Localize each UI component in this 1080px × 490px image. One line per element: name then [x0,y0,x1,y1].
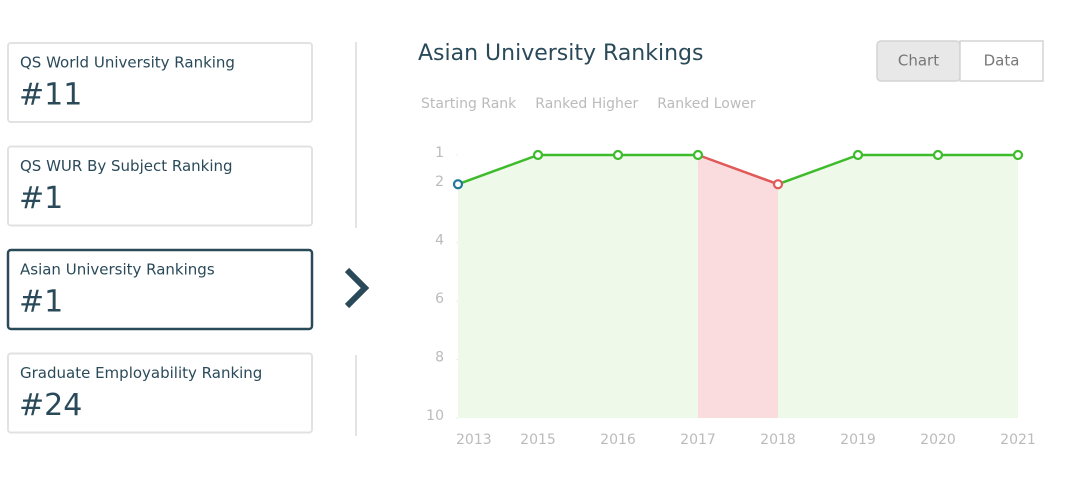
x-tick-label: 2013 [456,432,492,448]
card-label: Asian University Rankings [20,261,215,279]
y-tick-label: 4 [435,233,444,249]
area [458,155,538,418]
data-point[interactable] [852,149,864,161]
data-point[interactable] [932,149,944,161]
card-label: Graduate Employability Ranking [20,364,262,382]
card-value: #24 [19,388,82,423]
legend-label: Starting Rank [421,96,517,112]
card-value: #11 [19,78,82,113]
legend-label: Ranked Lower [657,96,756,112]
data-point[interactable] [772,179,784,190]
area [698,155,778,418]
data-point[interactable] [612,149,624,161]
x-tick-label: 2019 [840,432,876,448]
line-segment [457,153,539,186]
data-point[interactable] [692,149,704,161]
data-point[interactable] [532,149,544,161]
legend-label: Ranked Higher [535,96,638,112]
x-tick-label: 2021 [1000,432,1036,448]
y-tick-label: 10 [426,408,444,424]
chart-title: Asian University Rankings [418,41,703,66]
arrow-icon [344,267,370,309]
y-tick-label: 2 [435,174,444,190]
x-tick-label: 2020 [920,432,956,448]
area [858,155,938,418]
tab-button[interactable] [959,40,1044,82]
ranking-card[interactable] [7,42,313,123]
data-point[interactable] [452,179,464,190]
line-segment [697,153,779,186]
area [538,155,618,418]
line-segment [777,153,859,186]
card-label: QS WUR By Subject Ranking [20,157,233,175]
area [938,155,1018,418]
data-point[interactable] [1012,149,1024,161]
x-tick-label: 2018 [760,432,796,448]
y-tick-label: 8 [435,350,444,366]
y-tick-label: 6 [435,291,444,307]
y-tick-label: 1 [435,145,444,161]
ranking-card[interactable] [6,248,314,331]
tab-label: Data [984,52,1020,70]
card-value: #1 [19,285,63,320]
area [618,155,698,418]
x-tick-label: 2015 [520,432,556,448]
ranking-card[interactable] [7,352,313,434]
card-label: QS World University Ranking [20,54,235,72]
ranking-card[interactable] [7,145,313,227]
card-value: #1 [19,181,63,216]
area [778,155,858,418]
x-tick-label: 2016 [600,432,636,448]
x-tick-label: 2017 [680,432,716,448]
tab-label: Chart [898,52,939,70]
